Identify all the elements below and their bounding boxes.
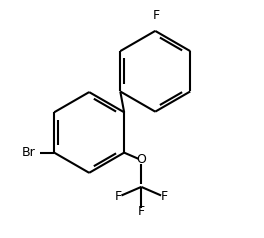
Text: O: O — [136, 154, 146, 167]
Text: Br: Br — [22, 146, 36, 159]
Text: F: F — [161, 190, 168, 203]
Text: F: F — [115, 190, 122, 203]
Text: F: F — [153, 9, 160, 22]
Text: F: F — [138, 205, 145, 218]
